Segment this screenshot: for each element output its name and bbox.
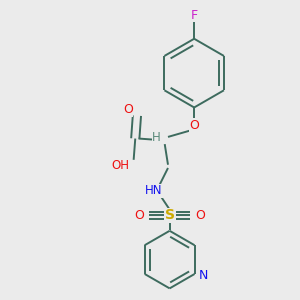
- Text: O: O: [195, 209, 205, 222]
- Text: O: O: [189, 119, 199, 132]
- Text: N: N: [199, 269, 208, 282]
- Text: HN: HN: [145, 184, 162, 197]
- Text: F: F: [190, 9, 198, 22]
- Text: H: H: [152, 131, 161, 144]
- Text: O: O: [123, 103, 133, 116]
- Text: S: S: [165, 208, 175, 222]
- Text: OH: OH: [112, 159, 130, 172]
- Text: O: O: [134, 209, 144, 222]
